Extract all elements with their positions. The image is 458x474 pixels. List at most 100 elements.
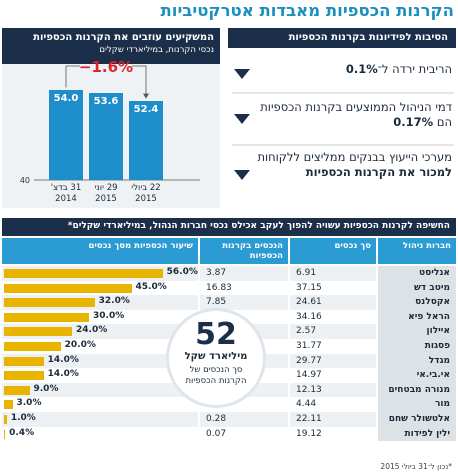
annotation-line — [132, 65, 147, 95]
table-title: החשיפה לקרנות הכספיות עשויה להפוך לעקב א… — [2, 218, 456, 236]
callout-text: סך הנכסים של הקרנות הכספיות — [185, 365, 247, 386]
x-tick-label: 29 יוני 2015 — [94, 183, 118, 204]
table-cell: איילון — [378, 324, 456, 339]
footnote: *נכון ל־31 ביולי 2015 — [380, 462, 452, 471]
table-cell: 22.11 — [290, 412, 376, 427]
table-cell: 7.85 — [200, 295, 288, 310]
share-bar — [4, 312, 89, 322]
table-cell — [2, 353, 198, 369]
chart-subtitle: נכסי הקרנות, במיליארדי שקלים — [99, 45, 214, 55]
share-bar — [4, 327, 72, 337]
share-bar — [4, 298, 95, 308]
value-label: 54.0 — [53, 93, 79, 105]
page-title: הקרנות הכספיות מאבדות אטרקטיביות — [160, 1, 454, 20]
table-cell: 16.83 — [200, 280, 288, 296]
x-tick-label: 31 בדצ' 2014 — [50, 183, 82, 204]
annotation: −1.6% — [79, 58, 133, 76]
share-label: 30.0% — [93, 310, 125, 321]
table-cell: 24.61 — [290, 295, 376, 310]
share-label: 45.0% — [135, 281, 167, 292]
bar — [49, 90, 83, 180]
share-bar — [4, 385, 30, 395]
bar — [129, 100, 163, 180]
reason-text: דמי הניהול הממוצעים בקרנות הכספיות הם — [260, 100, 452, 129]
chart-title: המשקיעים עוזבים את הקרנות הכספיות — [33, 32, 214, 43]
table-cell — [2, 382, 198, 398]
value-label: 53.6 — [93, 95, 119, 107]
share-label: 20.0% — [64, 340, 96, 350]
table-cell: 19.12 — [290, 426, 376, 442]
x-tick-label: 22 ביולי 2015 — [131, 183, 161, 204]
share-bar — [4, 283, 132, 293]
table-cell: ילין לפידות — [378, 426, 456, 442]
share-label: 3.0% — [16, 398, 42, 409]
table-cell: אלטשולר שחם — [378, 412, 456, 427]
table-cell — [2, 412, 198, 427]
share-label: 56.0% — [166, 267, 198, 277]
share-label: 24.0% — [76, 325, 108, 336]
callout: 52 מיליארד שקל סך הנכסים של הקרנות הכספיות — [166, 308, 266, 408]
reason-text: מערכי הייעוץ בבנקים ממליצים ללקוחות — [257, 150, 452, 164]
table-cell: 4.44 — [290, 397, 376, 412]
table-cell: 29.77 — [290, 353, 376, 369]
table-cell: מור — [378, 397, 456, 412]
table-cell: 31.77 — [290, 339, 376, 354]
reason-item: מערכי הייעוץ בבנקים ממליצים ללקוחות למכו… — [252, 150, 452, 180]
table-cell: 0.07 — [200, 426, 288, 442]
reason-highlight: 0.1% — [345, 62, 378, 76]
reasons-title: הסיבות לפידיונות בקרנות הכספיות — [228, 28, 456, 48]
table-cell — [2, 426, 198, 442]
value-label: 52.4 — [133, 103, 159, 115]
callout-unit: מיליארד שקל — [184, 351, 248, 362]
share-bar — [4, 415, 7, 424]
arrow-icon — [234, 170, 250, 180]
table-cell: 34.16 — [290, 309, 376, 325]
table-cell: 6.91 — [290, 266, 376, 281]
reason-item: הריבית ירדה ל־0.1% — [252, 62, 452, 77]
share-label: 9.0% — [33, 383, 59, 394]
table-cell: מגדל — [378, 353, 456, 369]
reason-highlight: 0.17% — [393, 115, 434, 129]
callout-value: 52 — [195, 317, 237, 352]
share-bar — [4, 400, 13, 410]
table-cell: פסגות — [378, 339, 456, 354]
table-cell: מנורה מבטחים — [378, 382, 456, 398]
arrow-icon — [234, 114, 250, 124]
share-label: 0.4% — [9, 427, 35, 438]
share-label: 1.0% — [10, 413, 36, 423]
column-header: חברות ניהול — [378, 238, 456, 264]
share-bar — [4, 429, 6, 439]
annotation-arrow — [143, 93, 149, 99]
share-bar — [4, 342, 61, 351]
column-header: שיעור הכספיות מסך נכסים — [2, 238, 198, 264]
share-label: 14.0% — [47, 354, 79, 365]
table-cell — [2, 368, 198, 383]
table-cell: 0.28 — [200, 412, 288, 427]
chart-header: המשקיעים עוזבים את הקרנות הכספיות נכסי ה… — [2, 28, 220, 64]
share-bar — [4, 371, 44, 381]
table-cell: 12.13 — [290, 382, 376, 398]
arrow-icon — [234, 69, 250, 79]
table-cell: אקסלנס — [378, 295, 456, 310]
table-cell: אנליסט — [378, 266, 456, 281]
annotation-line — [65, 65, 80, 88]
reason-text: הריבית ירדה ל־ — [377, 62, 452, 76]
table-cell: מיטב דש — [378, 280, 456, 296]
column-header: סך נכסים — [290, 238, 376, 264]
table-cell: 2.57 — [290, 324, 376, 339]
table-cell: 37.15 — [290, 280, 376, 296]
y-tick-label: 40 — [20, 176, 30, 185]
table-cell: הראל פיא — [378, 309, 456, 325]
bar — [89, 92, 123, 180]
table-cell: אי.בי.אי — [378, 368, 456, 383]
share-bar — [4, 356, 44, 366]
table-cell: 3.87 — [200, 266, 288, 281]
reason-highlight: למכור את הקרנות הכספיות — [305, 165, 452, 179]
share-label: 14.0% — [47, 369, 79, 380]
column-header: הנכסים בקרנות הכספיות — [200, 238, 288, 264]
table-cell: 14.97 — [290, 368, 376, 383]
reason-item: דמי הניהול הממוצעים בקרנות הכספיות הם 0.… — [252, 100, 452, 130]
table-cell — [2, 397, 198, 412]
